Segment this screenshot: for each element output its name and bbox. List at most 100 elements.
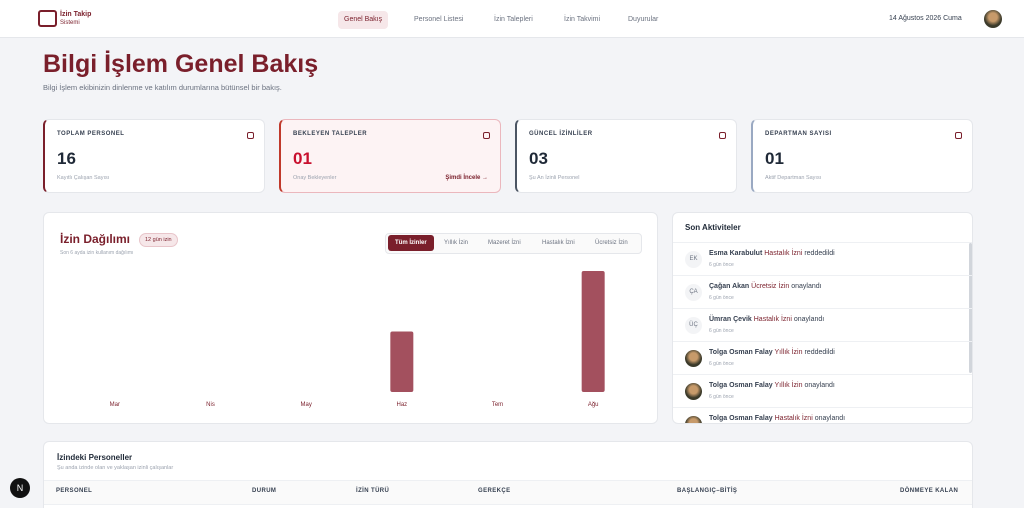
stat-note: Şu An İzinli Personel	[529, 175, 580, 181]
x-tick-label: May	[300, 402, 311, 408]
top-bar: İzin Takip Sistemi Genel Bakış Personel …	[0, 0, 1024, 38]
filter-tab[interactable]: Yıllık İzin	[444, 240, 469, 246]
activity-item: Tolga Osman Falay Yıllık İzin reddedildi…	[673, 342, 972, 375]
column-header: BAŞLANGIÇ–BİTİŞ	[677, 488, 738, 494]
stat-icon	[483, 132, 490, 139]
stat-value: 01	[293, 149, 312, 168]
activity-action: onaylandı	[804, 382, 835, 389]
activity-leave-type: Hastalık İzni	[774, 415, 813, 422]
table-subtitle: Şu anda izinde olan ve yaklaşan izinli ç…	[57, 465, 174, 471]
table-title: İzindeki Personeller	[57, 453, 133, 462]
nav-item[interactable]: Personel Listesi	[414, 16, 464, 23]
chart-subtitle: Son 6 ayda izin kullanım dağılımı	[60, 250, 134, 256]
activity-name: Esma Karabulut	[709, 250, 763, 257]
stat-note: Kayıtlı Çalışan Sayısı	[57, 175, 110, 181]
chart-title: İzin Dağılımı	[60, 232, 131, 246]
stat-card: BEKLEYEN TALEPLER 01 Onay Bekleyenler Şimdi…	[279, 119, 501, 193]
stat-note: Onay Bekleyenler	[293, 175, 337, 181]
stat-card: DEPARTMAN SAYISI 01 Aktif Departman Sayısı	[751, 119, 973, 193]
filter-tab[interactable]: Hastalık İzni	[542, 240, 575, 246]
chart-card: İzin Dağılımı 12 gün izin Son 6 ayda izi…	[43, 212, 658, 424]
activity-list: EK Esma Karabulut Hastalık İzni reddedild…	[673, 242, 972, 423]
x-tick-label: Ağu	[588, 402, 599, 408]
stat-card: TOPLAM PERSONEL 16 Kayıtlı Çalışan Sayısı	[43, 119, 265, 193]
stat-label: GÜNCEL İZİNLİLER	[529, 131, 593, 137]
activity-action: onaylandı	[791, 283, 822, 290]
activity-leave-type: Hastalık İzni	[753, 316, 792, 323]
column-header: PERSONEL	[56, 488, 93, 494]
activity-time: 6 gün önce	[709, 394, 734, 400]
x-tick-label: Nis	[206, 402, 215, 408]
activity-name: Tolga Osman Falay	[709, 382, 773, 389]
activity-avatar	[685, 350, 702, 367]
stat-link[interactable]: Şimdi İncele →	[445, 175, 488, 181]
activity-name: Çağan Akan	[709, 283, 750, 290]
tab-bar	[385, 233, 642, 254]
current-date: 14 Ağustos 2026 Cuma	[889, 15, 962, 22]
activity-card: Son Aktiviteler EK Esma Karabulut Hastalı…	[672, 212, 973, 424]
activity-title: Son Aktiviteler	[685, 223, 741, 232]
activity-text: Çağan Akan Ücretsiz İzin onaylandı	[709, 283, 822, 290]
activity-leave-type: Ücretsiz İzin	[751, 283, 790, 290]
stat-value: 16	[57, 149, 76, 168]
activity-time: 6 gün önce	[709, 328, 734, 334]
stat-card: GÜNCEL İZİNLİLER 03 Şu An İzinli Personel	[515, 119, 737, 193]
page-title: Bilgi İşlem Genel Bakış	[43, 50, 319, 78]
logo-title: İzin Takip	[60, 11, 92, 18]
stat-label: DEPARTMAN SAYISI	[765, 131, 832, 137]
nav-item[interactable]: Duyurular	[628, 16, 659, 23]
column-header: DÖNMEYE KALAN	[900, 488, 959, 494]
activity-text: Tolga Osman Falay Yıllık İzin onaylandı	[709, 382, 835, 389]
activity-initials: EK	[685, 251, 702, 268]
bar	[581, 271, 605, 392]
activity-action: reddedildi	[804, 250, 835, 257]
stat-value: 01	[765, 149, 784, 168]
activity-leave-type: Yıllık İzin	[774, 349, 803, 356]
stat-icon	[247, 132, 254, 139]
nav-item[interactable]: İzin Takvimi	[564, 16, 601, 23]
activity-text: Tolga Osman Falay Yıllık İzin reddedildi	[709, 349, 835, 356]
filter-tab[interactable]: Mazeret İzni	[488, 240, 521, 246]
activity-leave-type: Yıllık İzin	[774, 382, 803, 389]
bar	[390, 331, 414, 392]
stat-icon	[955, 132, 962, 139]
nav-item[interactable]: Genel Bakış	[338, 11, 389, 29]
chart: Mar Nis May Haz Tem Ağu	[110, 271, 605, 408]
stat-label: BEKLEYEN TALEPLER	[293, 131, 368, 137]
activity-item: ÇA Çağan Akan Ücretsiz İzin onaylandı 6 gü…	[673, 276, 972, 309]
activity-name: Ümran Çevik	[709, 316, 752, 323]
activity-action: onaylandı	[793, 316, 825, 323]
stat-value: 03	[529, 149, 548, 168]
activity-item: Tolga Osman Falay Hastalık İzni onayland…	[673, 408, 972, 423]
fab-button[interactable]: N	[10, 478, 30, 498]
activity-text: Esma Karabulut Hastalık İzni reddedildi	[709, 250, 835, 257]
activity-leave-type: Hastalık İzni	[764, 250, 803, 257]
stat-note: Aktif Departman Sayısı	[765, 175, 822, 181]
column-header: İZİN TÜRÜ	[356, 488, 390, 494]
column-header: DURUM	[252, 488, 277, 494]
x-tick-label: Haz	[396, 402, 407, 408]
logo-icon	[38, 10, 57, 27]
activity-text: Ümran Çevik Hastalık İzni onaylandı	[709, 316, 824, 323]
activity-time: 6 gün önce	[709, 361, 734, 367]
user-avatar[interactable]	[984, 10, 1002, 28]
activity-text: Tolga Osman Falay Hastalık İzni onayland…	[709, 415, 845, 422]
activity-avatar	[685, 383, 702, 400]
filter-tab[interactable]: Ücretsiz İzin	[595, 240, 628, 246]
x-tick-label: Mar	[110, 402, 120, 408]
table-card: İzindeki Personeller Şu anda izinde olan…	[43, 441, 973, 508]
activity-time: 6 gün önce	[709, 262, 734, 268]
x-tick-label: Tem	[492, 402, 503, 408]
activity-item: EK Esma Karabulut Hastalık İzni reddedild…	[673, 243, 972, 276]
nav-item[interactable]: İzin Talepleri	[494, 16, 533, 23]
activity-action: reddedildi	[804, 349, 835, 356]
stat-label: TOPLAM PERSONEL	[57, 131, 125, 137]
filter-tab[interactable]: Tüm İzinler	[388, 235, 434, 251]
activity-time: 6 gün önce	[709, 295, 734, 301]
activity-initials: ÇA	[685, 284, 702, 301]
activity-name: Tolga Osman Falay	[709, 349, 773, 356]
activity-name: Tolga Osman Falay	[709, 415, 773, 422]
column-header: GEREKÇE	[478, 488, 511, 494]
activity-item: ÜÇ Ümran Çevik Hastalık İzni onaylandı 6 g…	[673, 309, 972, 342]
activity-initials: ÜÇ	[685, 317, 702, 334]
